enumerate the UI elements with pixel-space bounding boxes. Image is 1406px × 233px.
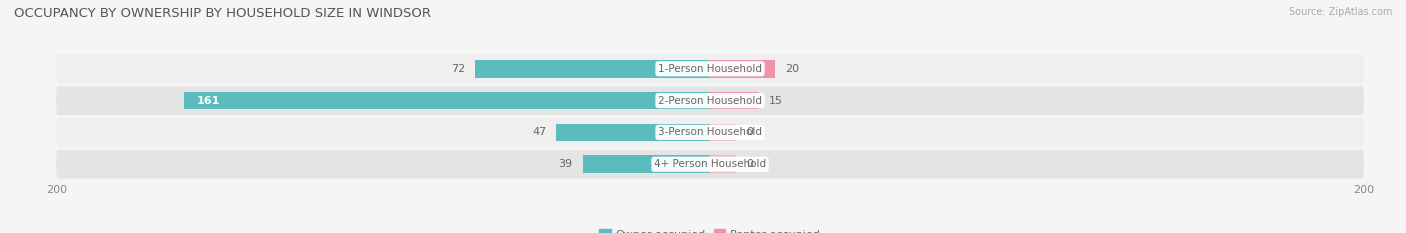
- Bar: [710, 124, 737, 141]
- Bar: [184, 92, 710, 109]
- Bar: [557, 124, 710, 141]
- Text: 47: 47: [533, 127, 547, 137]
- Bar: [710, 60, 776, 78]
- Text: 4+ Person Household: 4+ Person Household: [654, 159, 766, 169]
- Text: 20: 20: [785, 64, 800, 74]
- Text: 2-Person Household: 2-Person Household: [658, 96, 762, 106]
- Text: 15: 15: [769, 96, 783, 106]
- Text: 0: 0: [747, 159, 754, 169]
- Text: 161: 161: [197, 96, 221, 106]
- FancyBboxPatch shape: [56, 118, 1364, 147]
- Text: 72: 72: [450, 64, 465, 74]
- Legend: Owner-occupied, Renter-occupied: Owner-occupied, Renter-occupied: [595, 225, 825, 233]
- Text: OCCUPANCY BY OWNERSHIP BY HOUSEHOLD SIZE IN WINDSOR: OCCUPANCY BY OWNERSHIP BY HOUSEHOLD SIZE…: [14, 7, 432, 20]
- Text: 1-Person Household: 1-Person Household: [658, 64, 762, 74]
- Bar: [710, 155, 737, 173]
- FancyBboxPatch shape: [56, 86, 1364, 115]
- FancyBboxPatch shape: [56, 55, 1364, 83]
- Text: 39: 39: [558, 159, 572, 169]
- Bar: [582, 155, 710, 173]
- Bar: [710, 92, 759, 109]
- Text: Source: ZipAtlas.com: Source: ZipAtlas.com: [1288, 7, 1392, 17]
- Bar: [475, 60, 710, 78]
- Text: 0: 0: [747, 127, 754, 137]
- FancyBboxPatch shape: [56, 150, 1364, 178]
- Text: 3-Person Household: 3-Person Household: [658, 127, 762, 137]
